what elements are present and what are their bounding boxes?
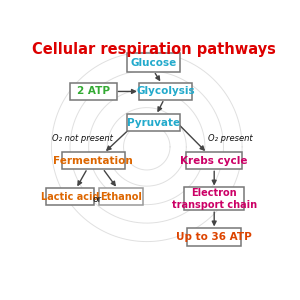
FancyBboxPatch shape <box>99 188 143 205</box>
Text: O₂ not present: O₂ not present <box>52 134 113 142</box>
Text: O₂ present: O₂ present <box>208 134 253 142</box>
Text: Glycolysis: Glycolysis <box>136 86 195 96</box>
Text: Glucose: Glucose <box>130 58 177 68</box>
Text: Lactic acid: Lactic acid <box>41 191 99 202</box>
FancyBboxPatch shape <box>188 228 241 246</box>
Text: Fermentation: Fermentation <box>53 156 133 166</box>
Text: Pyruvate: Pyruvate <box>127 118 180 128</box>
Text: Up to 36 ATP: Up to 36 ATP <box>176 232 252 242</box>
FancyBboxPatch shape <box>127 114 181 131</box>
Text: Krebs cycle: Krebs cycle <box>181 156 248 166</box>
FancyBboxPatch shape <box>139 83 192 100</box>
Text: 2 ATP: 2 ATP <box>77 86 110 96</box>
Text: Electron
transport chain: Electron transport chain <box>172 188 257 210</box>
FancyBboxPatch shape <box>70 83 116 100</box>
Text: Cellular respiration pathways: Cellular respiration pathways <box>32 42 276 57</box>
FancyBboxPatch shape <box>186 152 242 169</box>
Text: or: or <box>93 195 102 204</box>
Text: Ethanol: Ethanol <box>100 191 142 202</box>
FancyBboxPatch shape <box>46 188 94 205</box>
FancyBboxPatch shape <box>62 152 125 169</box>
FancyBboxPatch shape <box>127 53 181 72</box>
FancyBboxPatch shape <box>184 187 244 210</box>
